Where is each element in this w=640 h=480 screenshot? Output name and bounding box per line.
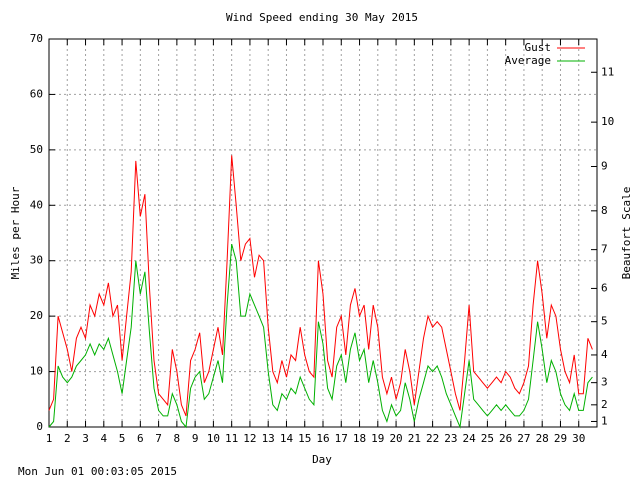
x-tick-label: 24: [463, 432, 477, 445]
y-tick-label: 20: [30, 309, 43, 322]
series-line: [48, 243, 593, 429]
x-tick-label: 28: [536, 432, 549, 445]
y-axis-label: Miles per Hour: [9, 186, 22, 279]
y2-tick-label: 2: [601, 398, 608, 411]
x-tick-label: 22: [426, 432, 439, 445]
x-tick-label: 21: [408, 432, 421, 445]
x-tick-label: 5: [119, 432, 126, 445]
x-tick-label: 29: [554, 432, 567, 445]
x-tick-label: 23: [444, 432, 457, 445]
y2-tick-label: 5: [601, 315, 608, 328]
y-tick-label: 50: [30, 143, 43, 156]
y2-tick-label: 7: [601, 243, 608, 256]
x-tick-label: 2: [64, 432, 71, 445]
x-tick-label: 12: [243, 432, 256, 445]
y2-tick-label: 3: [601, 376, 608, 389]
x-tick-label: 18: [353, 432, 366, 445]
legend-label: Average: [505, 54, 551, 67]
x-tick-label: 13: [262, 432, 275, 445]
x-axis-label: Day: [312, 453, 332, 466]
x-tick-label: 7: [155, 432, 162, 445]
x-tick-label: 1: [46, 432, 53, 445]
legend-label: Gust: [525, 41, 552, 54]
x-tick-label: 26: [499, 432, 512, 445]
x-tick-label: 11: [225, 432, 238, 445]
series-line: [48, 155, 593, 417]
x-tick-label: 10: [207, 432, 220, 445]
y-tick-label: 0: [36, 420, 43, 433]
y-tick-label: 60: [30, 87, 43, 100]
x-tick-label: 9: [192, 432, 199, 445]
x-tick-label: 25: [481, 432, 494, 445]
y-tick-label: 70: [30, 32, 43, 45]
y-tick-label: 10: [30, 365, 43, 378]
x-tick-label: 4: [100, 432, 107, 445]
x-tick-label: 20: [389, 432, 402, 445]
y2-tick-label: 1: [601, 414, 608, 427]
x-tick-label: 16: [316, 432, 329, 445]
y2-tick-label: 6: [601, 281, 608, 294]
y-tick-label: 40: [30, 198, 43, 211]
x-tick-label: 3: [82, 432, 89, 445]
y2-tick-label: 8: [601, 204, 608, 217]
plot-border: [48, 38, 598, 428]
x-tick-label: 17: [335, 432, 348, 445]
footer: Mon Jun 01 00:03:05 2015: [18, 465, 177, 478]
y2-axis-label: Beaufort Scale: [620, 187, 633, 280]
x-tick-label: 8: [174, 432, 181, 445]
y-tick-label: 30: [30, 254, 43, 267]
x-tick-label: 30: [572, 432, 585, 445]
x-tick-label: 15: [298, 432, 311, 445]
y2-tick-label: 9: [601, 159, 608, 172]
y2-tick-label: 4: [601, 348, 608, 361]
y2-tick-label: 10: [601, 115, 614, 128]
x-tick-label: 27: [517, 432, 530, 445]
x-tick-label: 6: [137, 432, 144, 445]
y2-tick-label: 11: [601, 65, 614, 78]
x-tick-label: 14: [280, 432, 294, 445]
chart-title: Wind Speed ending 30 May 2015: [226, 11, 418, 24]
x-tick-label: 19: [371, 432, 384, 445]
